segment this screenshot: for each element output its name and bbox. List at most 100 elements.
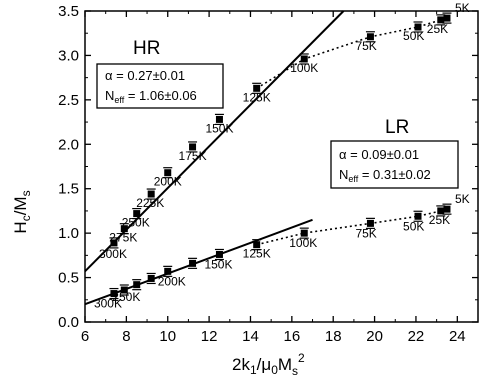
hr-neff-value: = 1.06±0.06 [124,88,197,103]
x-tick-label: 6 [81,328,89,345]
x-axis-title-mid: /μ [257,355,272,374]
point-marker [110,290,118,298]
temperature-labels: 300K275K250K225K200K175K150K125K100K75K5… [94,1,470,310]
point-marker [120,225,128,233]
data-point [413,21,423,33]
temperature-label: 250K [112,290,140,304]
data-point [119,284,129,296]
point-marker [366,33,374,41]
y-axis-title-sub2: s [19,190,33,196]
y-axis-title: Hc/Ms [11,190,33,233]
temperature-label: 300K [94,297,122,311]
data-point [442,203,452,215]
point-marker [164,267,172,275]
hr-neff-sub: eff [114,95,124,105]
temperature-label: 25K [427,22,448,36]
lr-fit-box: α = 0.09±0.01 Neff = 0.31±0.02 [330,140,459,189]
temperature-label: 125K [243,90,271,104]
temperature-label: 100K [290,61,318,75]
x-tick-label: 12 [201,328,218,345]
x-axis-title-sup: 2 [298,351,305,365]
data-point [252,239,262,251]
temperature-label: 125K [243,247,271,261]
point-marker [110,239,118,247]
temperature-label: 150K [205,121,233,135]
temperature-label: 25K [429,213,450,227]
temperature-label: 5K [455,192,470,206]
x-tick-label: 8 [122,328,130,345]
data-point [214,113,224,126]
lr-region-label: LR [385,117,409,138]
data-point [132,207,142,220]
x-axis-title-sub2: 0 [271,363,278,377]
y-axis-title-part: H [11,221,30,233]
lr-neff-value: = 0.31±0.02 [358,167,431,182]
data-point [214,248,224,261]
point-marker [437,16,445,24]
temperature-label: 75K [355,39,376,53]
point-marker [133,281,141,289]
point-marker [215,115,223,123]
lr-alpha-text: α = 0.09±0.01 [339,147,419,162]
point-marker [164,169,172,177]
y-tick-label: 0.0 [58,314,79,331]
data-point [132,279,142,291]
point-marker [133,210,141,218]
temperature-label: 200K [158,274,186,288]
y-axis-title-mid: /M [11,196,30,215]
x-axis-title: 2k1/μ0Ms2 [232,351,305,378]
lr-neff-prefix: N [339,167,348,182]
data-point [188,257,198,269]
x-tick-label: 14 [242,328,259,345]
data-point [252,82,262,94]
data-point [146,188,156,200]
data-point [109,287,119,300]
point-marker [147,190,155,198]
y-tick-label: 1.0 [58,225,79,242]
temperature-label: 225K [136,196,164,210]
point-marker [443,205,451,213]
hr-neff-prefix: N [105,88,114,103]
hr-neff-text: Neff = 1.06±0.06 [105,88,197,105]
y-tick-label: 3.5 [58,3,79,20]
hr-alpha-text: α = 0.27±0.01 [105,68,185,83]
data-point [188,141,198,153]
point-marker [437,207,445,215]
trend-dotted-lr [256,208,448,246]
y-tick-label: 2.0 [58,136,79,153]
x-axis-title-part: 2k [232,355,250,374]
data-point [109,237,119,249]
point-marker [189,143,197,151]
hr-fit-box: α = 0.27±0.01 Neff = 1.06±0.06 [96,63,224,109]
lr-neff-sub: eff [348,174,358,184]
temperature-label: 50K [403,219,424,233]
temperature-label: 50K [403,29,424,43]
trend-dotted-hr [256,17,448,89]
point-marker [215,250,223,258]
temperature-label: 275K [109,231,137,245]
point-marker [120,286,128,294]
point-marker [147,274,155,282]
y-tick-label: 2.5 [58,92,79,109]
hr-region-label: HR [133,38,160,59]
point-marker [366,219,374,227]
x-tick-label: 20 [366,328,383,345]
point-marker [414,212,422,220]
temperature-label: 250K [122,216,150,230]
x-axis-title-end: M [278,355,292,374]
data-point [119,223,129,235]
y-tick-label: 1.5 [58,181,79,198]
x-tick-label: 24 [449,328,466,345]
point-marker [253,241,261,249]
lr-box-border [330,140,459,189]
temperature-label: 5K [455,1,470,15]
x-tick-label: 10 [159,328,176,345]
y-axis-title-sub1: c [19,215,33,221]
data-points [109,12,452,300]
data-point [413,210,423,222]
x-axis-title-sub3: s [292,364,298,378]
y-axis: 0.0 0.5 1.0 1.5 2.0 2.5 3.0 3.5 [58,3,478,331]
y-tick-label: 0.5 [58,270,79,287]
point-marker [414,23,422,31]
